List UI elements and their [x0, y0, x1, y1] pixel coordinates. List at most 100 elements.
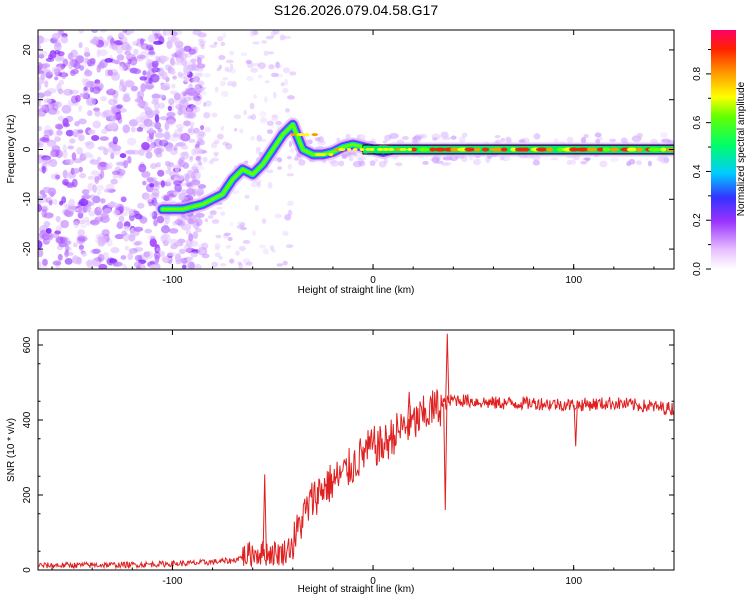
noise-speckle	[85, 205, 92, 213]
ridge-halo	[441, 162, 450, 166]
noise-speckle	[121, 230, 127, 236]
ridge-halo	[501, 155, 510, 162]
noise-speckle	[214, 246, 220, 251]
noise-speckle	[99, 215, 110, 223]
noise-speckle	[214, 139, 220, 145]
noise-speckle	[91, 30, 98, 34]
ridge-halo	[660, 132, 668, 139]
noise-speckle	[38, 50, 48, 57]
noise-speckle	[116, 168, 126, 176]
noise-speckle	[263, 96, 268, 103]
noise-speckle	[263, 50, 269, 56]
noise-speckle	[173, 92, 181, 101]
noise-speckle	[92, 184, 97, 193]
noise-speckle	[168, 228, 179, 234]
noise-speckle	[133, 247, 144, 252]
noise-speckle	[84, 46, 90, 56]
noise-speckle	[165, 119, 176, 126]
noise-speckle	[214, 252, 221, 258]
bottom-y-tick-label: 400	[22, 411, 33, 428]
noise-speckle	[187, 64, 196, 71]
noise-speckle	[181, 59, 188, 67]
noise-speckle	[66, 173, 73, 180]
noise-speckle	[188, 157, 193, 163]
noise-speckle	[220, 125, 225, 131]
noise-speckle	[127, 252, 134, 261]
ridge-hotspot	[535, 147, 548, 152]
noise-speckle	[87, 58, 93, 67]
ridge-hotspot	[556, 147, 564, 152]
noise-speckle	[229, 258, 235, 264]
noise-speckle	[67, 60, 73, 70]
ridge-halo	[660, 138, 671, 143]
ridge-halo	[650, 138, 658, 144]
ridge-hotspot	[376, 148, 384, 151]
noise-speckle	[198, 41, 206, 47]
noise-speckle	[43, 220, 51, 228]
noise-speckle	[39, 194, 48, 200]
noise-speckle	[284, 78, 289, 86]
noise-speckle	[197, 54, 205, 60]
noise-speckle	[237, 261, 242, 266]
noise-speckle	[39, 137, 50, 142]
noise-speckle	[181, 223, 192, 231]
noise-speckle	[218, 256, 223, 260]
noise-speckle	[137, 202, 145, 209]
noise-speckle	[94, 206, 102, 216]
noise-speckle	[99, 136, 109, 141]
noise-speckle	[109, 43, 118, 50]
ridge-halo	[330, 160, 340, 167]
noise-speckle	[174, 183, 182, 193]
noise-speckle	[125, 52, 133, 58]
noise-speckle	[54, 136, 61, 142]
ridge-hotspot	[290, 133, 296, 137]
noise-speckle	[280, 82, 285, 87]
noise-speckle	[197, 38, 204, 43]
ridge-halo	[338, 160, 345, 167]
noise-speckle	[56, 30, 62, 38]
noise-speckle	[65, 159, 74, 166]
noise-speckle	[239, 128, 244, 134]
top-y-tick-label: 0	[22, 146, 33, 152]
noise-speckle	[177, 71, 183, 78]
noise-speckle	[174, 219, 184, 226]
noise-speckle	[38, 92, 45, 99]
noise-speckle	[56, 236, 66, 244]
noise-speckle	[71, 95, 79, 104]
ridge-hotspot	[626, 147, 638, 152]
noise-speckle	[154, 132, 165, 139]
ridge-halo	[450, 135, 457, 140]
noise-speckle	[287, 163, 293, 170]
noise-speckle	[121, 212, 128, 217]
noise-speckle	[103, 208, 113, 213]
noise-speckle	[113, 97, 119, 105]
noise-speckle	[165, 169, 172, 175]
ridge-halo	[382, 140, 388, 144]
noise-speckle	[38, 110, 42, 118]
noise-speckle	[65, 240, 72, 245]
noise-speckle	[38, 83, 42, 91]
ridge-hotspot	[314, 152, 322, 156]
noise-speckle	[181, 189, 188, 195]
noise-speckle	[139, 112, 147, 121]
noise-speckle	[94, 256, 103, 262]
noise-speckle	[251, 30, 259, 36]
noise-speckle	[144, 106, 152, 113]
snr-series-line	[38, 389, 674, 570]
ridge-hotspot	[429, 147, 436, 152]
noise-speckle	[184, 174, 190, 182]
ridge-hotspot	[434, 147, 447, 152]
noise-speckle	[151, 60, 159, 68]
noise-speckle	[77, 236, 88, 242]
noise-speckle	[124, 50, 131, 56]
noise-speckle	[270, 72, 279, 78]
noise-speckle	[181, 264, 187, 269]
noise-speckle	[201, 253, 210, 259]
noise-speckle	[55, 174, 61, 180]
noise-speckle	[116, 221, 124, 230]
ridge-halo	[353, 152, 359, 158]
ridge-halo	[656, 156, 667, 162]
noise-speckle	[78, 244, 84, 252]
noise-speckle	[183, 76, 190, 83]
noise-speckle	[43, 90, 52, 97]
